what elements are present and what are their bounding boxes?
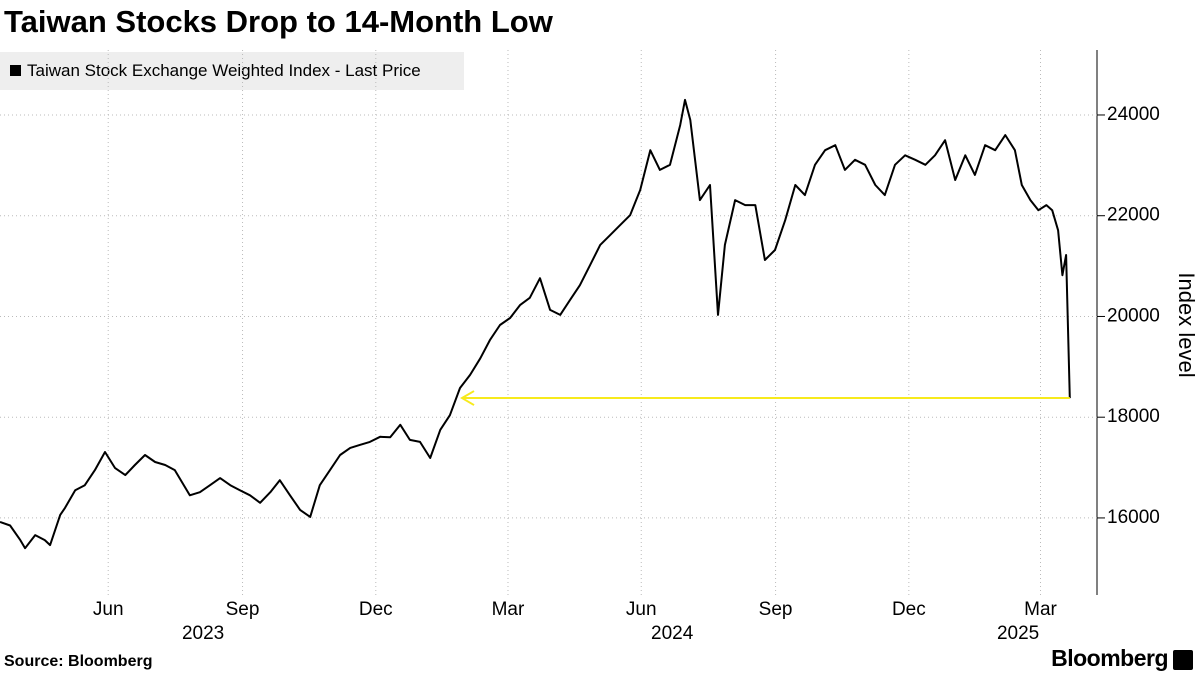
- x-tick-label: Dec: [892, 599, 926, 620]
- x-tick-label: Jun: [626, 599, 657, 620]
- year-label: 2025: [997, 623, 1039, 644]
- y-tick-label: 16000: [1107, 507, 1160, 528]
- x-tick-label: Jun: [93, 599, 124, 620]
- x-tick-label: Mar: [1024, 599, 1057, 620]
- source: Source: Bloomberg: [4, 653, 152, 670]
- brand-icon: [1173, 650, 1193, 670]
- x-tick-label: Sep: [226, 599, 260, 620]
- y-axis-label: Index level: [1174, 272, 1199, 377]
- x-tick-label: Sep: [759, 599, 793, 620]
- legend-swatch: [10, 65, 21, 76]
- x-tick-label: Dec: [359, 599, 393, 620]
- y-tick-label: 20000: [1107, 305, 1160, 326]
- x-tick-label: Mar: [492, 599, 525, 620]
- y-tick-label: 18000: [1107, 406, 1160, 427]
- annotation-arrowhead: [460, 390, 475, 406]
- legend-label: Taiwan Stock Exchange Weighted Index - L…: [27, 61, 421, 80]
- line: [0, 98, 1071, 550]
- brand: Bloomberg: [1051, 645, 1168, 671]
- year-label: 2023: [182, 623, 224, 644]
- y-tick-label: 22000: [1107, 205, 1160, 226]
- year-label: 2024: [651, 623, 694, 644]
- y-tick-label: 24000: [1107, 104, 1160, 125]
- chart-title: Taiwan Stocks Drop to 14-Month Low: [4, 4, 554, 39]
- legend-box: [0, 52, 464, 90]
